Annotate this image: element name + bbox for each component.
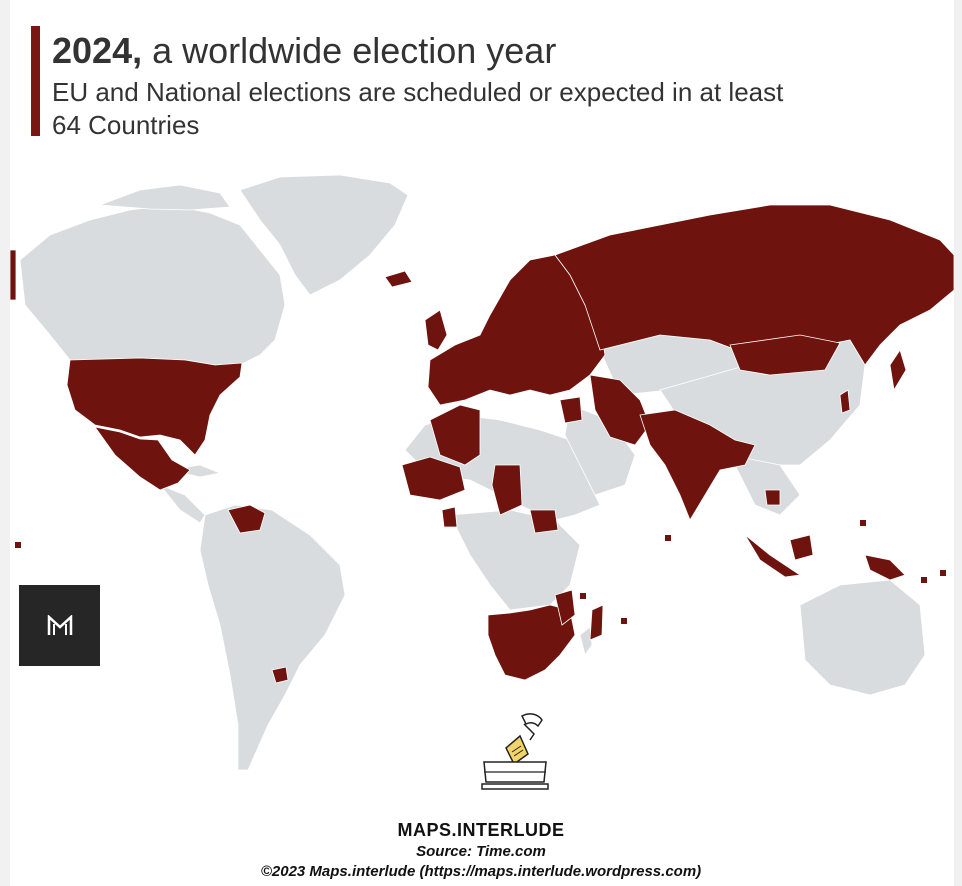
footer-brand: MAPS.INTERLUDE bbox=[397, 820, 565, 840]
subtitle-line-2: 64 Countries bbox=[52, 110, 200, 140]
south-sudan bbox=[529, 509, 559, 534]
mali-west-africa bbox=[401, 456, 466, 501]
map-subtitle: EU and National elections are scheduled … bbox=[52, 76, 932, 142]
island-marker-mauritius bbox=[621, 618, 627, 624]
south-korea bbox=[839, 389, 851, 414]
island-marker-pacific-east bbox=[15, 542, 21, 548]
footer-source: Source: Time.com bbox=[416, 843, 546, 860]
south-america bbox=[199, 504, 346, 770]
greenland bbox=[239, 174, 409, 296]
chad bbox=[491, 464, 523, 516]
southern-africa bbox=[487, 604, 576, 681]
uruguay bbox=[271, 666, 289, 684]
madagascar bbox=[589, 604, 604, 641]
title-accent-bar bbox=[31, 26, 40, 136]
footer-copyright: ©2023 Maps.interlude (https://maps.inter… bbox=[260, 863, 702, 880]
island-marker-palau bbox=[860, 520, 866, 526]
map-title: 2024, a worldwide election year bbox=[52, 30, 932, 72]
iran-middle-east bbox=[589, 374, 651, 446]
island-markers bbox=[15, 520, 946, 624]
australia bbox=[799, 579, 926, 696]
russia bbox=[554, 204, 954, 366]
election-countries bbox=[10, 204, 954, 684]
indonesia-west bbox=[744, 534, 802, 578]
subtitle-line-1: EU and National elections are scheduled … bbox=[52, 77, 784, 107]
island-marker-solomon bbox=[921, 577, 927, 583]
ghana-togo bbox=[441, 506, 458, 528]
japan bbox=[889, 349, 907, 392]
title-text: a worldwide election year bbox=[142, 30, 557, 71]
alaska bbox=[10, 249, 17, 301]
uk-ireland bbox=[424, 309, 448, 351]
central-america bbox=[158, 484, 206, 524]
frame-left bbox=[0, 0, 10, 886]
southeast-asia bbox=[729, 454, 801, 516]
island-marker-tuvalu bbox=[940, 570, 946, 576]
syria bbox=[559, 396, 583, 424]
island-marker-comoros bbox=[580, 593, 586, 599]
united-states bbox=[66, 357, 243, 456]
ballot-box-icon bbox=[481, 713, 549, 790]
portugal-spain-europe bbox=[427, 254, 606, 406]
map-header: 2024, a worldwide election year EU and N… bbox=[52, 30, 932, 142]
maps-interlude-m-logo-icon bbox=[47, 614, 72, 635]
indonesia-east bbox=[864, 554, 906, 581]
venezuela bbox=[227, 504, 266, 534]
iceland bbox=[384, 270, 413, 288]
arctic-islands bbox=[99, 184, 231, 211]
frame-right bbox=[954, 0, 962, 886]
mongolia bbox=[729, 334, 841, 376]
pakistan-india-bangladesh bbox=[639, 409, 756, 521]
world-map bbox=[10, 174, 954, 770]
algeria-tunisia bbox=[429, 404, 481, 466]
madagascar-grey bbox=[579, 626, 593, 656]
canada bbox=[19, 204, 286, 366]
indonesia-central bbox=[789, 534, 814, 561]
title-year: 2024, bbox=[52, 30, 143, 71]
mexico bbox=[94, 426, 191, 491]
island-marker-maldives bbox=[665, 535, 671, 541]
maps-interlude-logo bbox=[19, 585, 100, 666]
cambodia bbox=[764, 489, 781, 506]
mozambique bbox=[554, 589, 576, 626]
